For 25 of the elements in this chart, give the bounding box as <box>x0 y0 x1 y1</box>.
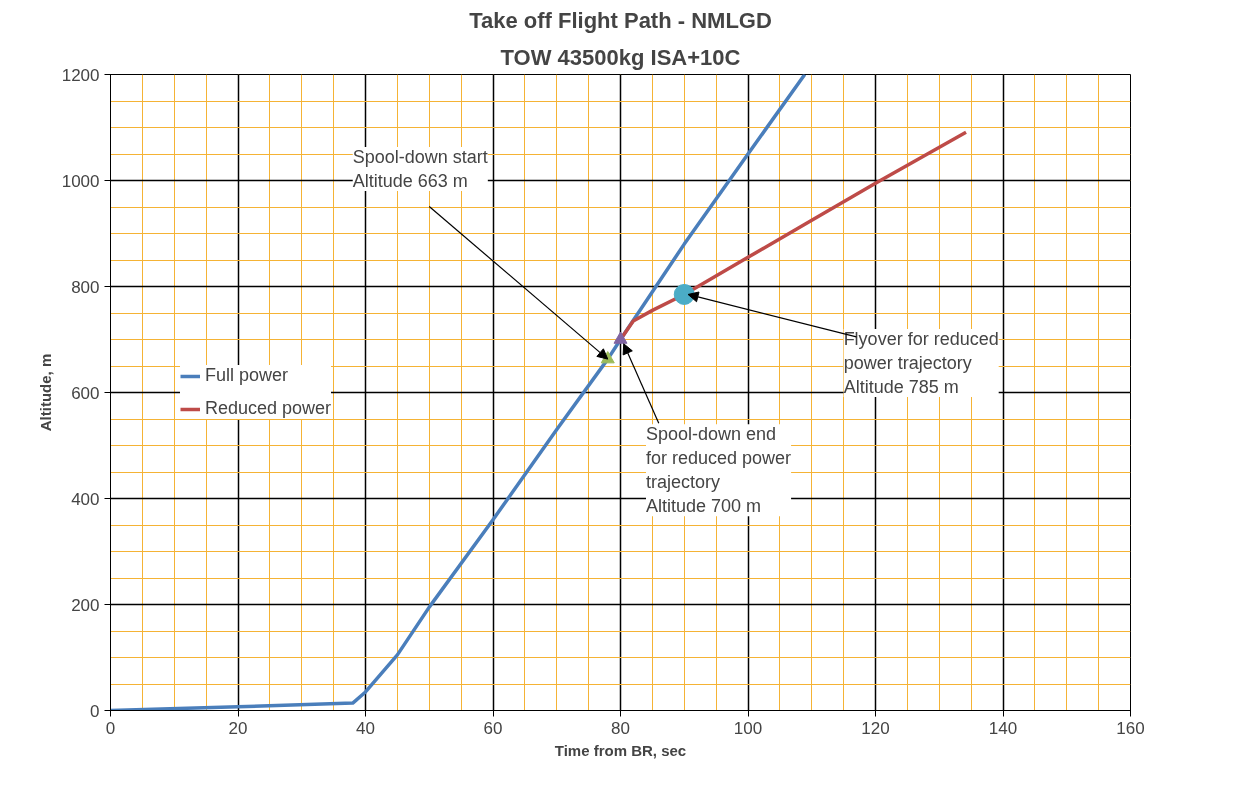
y-tick-label: 1000 <box>61 171 100 191</box>
y-tick-label: 600 <box>71 383 100 403</box>
x-tick-label: 20 <box>228 718 248 738</box>
x-tick-label: 0 <box>105 718 116 738</box>
x-tick-label: 60 <box>483 718 503 738</box>
y-tick-label: 800 <box>71 277 100 297</box>
x-axis-title: Time from BR, sec <box>554 741 687 759</box>
y-tick-label: 1200 <box>61 65 100 85</box>
x-tick-label: 100 <box>733 718 763 738</box>
annotation: Spool-down start Altitude 663 m <box>352 147 488 192</box>
annotation: Spool-down end for reduced power trajectory Altitude 700 m <box>646 424 792 517</box>
annotation: Flyover for reduced power trajectory Altitude 785 m <box>843 328 999 397</box>
y-tick-label: 0 <box>90 701 100 721</box>
x-tick-label: 140 <box>988 718 1018 738</box>
legend-label: Reduced power <box>205 398 332 419</box>
x-tick-label: 120 <box>861 718 890 738</box>
x-tick-label: 40 <box>356 718 375 738</box>
chart-title: Take off Flight Path - NMLGD <box>469 7 772 33</box>
legend-label: Full power <box>205 365 289 386</box>
y-tick-label: 200 <box>71 595 100 615</box>
y-tick-label: 400 <box>71 489 100 509</box>
x-tick-label: 80 <box>611 718 630 738</box>
chart-subtitle: TOW 43500kg ISA+10C <box>500 44 741 70</box>
y-axis-title: Altitude, m <box>36 353 54 432</box>
x-tick-label: 160 <box>1116 718 1145 738</box>
